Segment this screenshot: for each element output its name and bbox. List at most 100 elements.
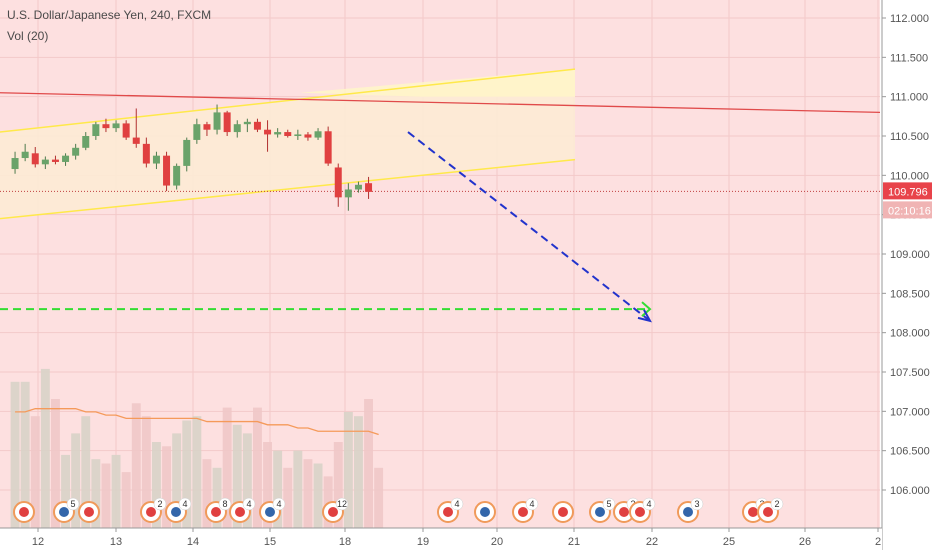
event-flag-icon	[443, 507, 453, 517]
volume-bar	[263, 442, 272, 528]
volume-bar	[111, 454, 121, 528]
x-tick-label: 19	[417, 536, 429, 548]
candle-body	[203, 124, 211, 130]
event-flag-icon	[683, 507, 693, 517]
y-tick-label: 108.000	[890, 328, 930, 340]
event-count-badge	[602, 497, 616, 511]
event-marker	[552, 501, 574, 523]
volume-ma-line	[15, 408, 379, 436]
event-flag-icon	[595, 507, 605, 517]
volume-bar	[101, 463, 111, 528]
candle-body	[142, 143, 150, 164]
y-tick-label: 111.500	[890, 52, 928, 64]
x-tick-label: 15	[264, 536, 276, 548]
candle-body	[354, 184, 362, 190]
volume-bar	[313, 463, 323, 528]
x-tick-label: 22	[646, 536, 658, 548]
price-axis-bg	[882, 0, 932, 550]
event-flag-icon	[146, 507, 156, 517]
x-tick-label: 18	[339, 536, 351, 548]
event-flag-icon	[619, 507, 629, 517]
candle-body	[193, 124, 201, 140]
event-flag-icon	[558, 507, 568, 517]
event-count: 4	[246, 499, 251, 509]
event-count: 8	[222, 499, 227, 509]
x-tick-label: 12	[32, 536, 44, 548]
event-count-badge	[690, 497, 704, 511]
event-marker: 12	[322, 497, 349, 523]
channel-upper-line	[0, 68, 576, 133]
y-tick-label: 112.000	[890, 13, 929, 25]
volume-bar	[232, 424, 242, 528]
events-layer: 5248441244524322	[13, 497, 784, 523]
y-tick-label: 110.000	[890, 170, 929, 182]
event-count-badge	[218, 497, 232, 511]
event-marker: 4	[165, 497, 192, 523]
event-count: 4	[276, 499, 281, 509]
current-price-label-bg	[883, 182, 932, 200]
event-flag-icon	[748, 507, 758, 517]
candle-body	[253, 121, 261, 130]
candle-body	[365, 183, 373, 192]
annotations-layer	[0, 68, 881, 323]
volume-bar	[273, 450, 283, 528]
volume-bar	[10, 381, 20, 528]
chart-title: U.S. Dollar/Japanese Yen, 240, FXCM	[7, 8, 212, 22]
volume-bar	[303, 459, 313, 528]
event-flag-icon	[235, 507, 245, 517]
event-marker: 4	[229, 497, 256, 523]
y-tick-label: 106.500	[890, 446, 930, 458]
volume-bar	[212, 467, 222, 528]
candle-body	[213, 112, 221, 130]
event-count: 2	[157, 499, 162, 509]
event-count: 4	[182, 499, 187, 509]
event-count-badge	[66, 497, 80, 511]
candle-body	[284, 132, 292, 136]
candle-body	[223, 112, 231, 133]
candle-body	[294, 134, 302, 136]
candle-body	[82, 136, 90, 148]
time-axis-bg	[0, 528, 882, 550]
candle-body	[233, 124, 241, 133]
candle-body	[72, 147, 80, 156]
candle-body	[122, 123, 130, 138]
candle-body	[102, 124, 110, 129]
event-count-badge	[272, 497, 286, 511]
candle-body	[112, 123, 120, 129]
event-count: 2	[774, 499, 779, 509]
event-flag-icon	[328, 507, 338, 517]
volume-bar	[131, 403, 141, 528]
event-count-badge	[335, 497, 349, 511]
candle-body	[324, 131, 332, 164]
candle-body	[92, 124, 100, 136]
candle-body	[62, 155, 70, 162]
volume-bar	[354, 416, 363, 528]
event-flag-icon	[518, 507, 528, 517]
countdown-label-bg	[883, 201, 932, 219]
candle-body	[41, 159, 49, 165]
volume-bar	[192, 416, 202, 528]
target-arrowhead	[641, 301, 652, 317]
volume-bar	[51, 399, 60, 528]
resistance-line	[0, 92, 881, 114]
volume-bar	[343, 411, 353, 528]
candle-body	[334, 167, 342, 198]
event-count-badge	[153, 497, 167, 511]
current-price-label: 109.796	[888, 186, 928, 198]
event-count: 3	[694, 499, 699, 509]
candle-body	[163, 155, 171, 186]
candle-body	[344, 189, 352, 198]
candle-body	[264, 129, 272, 135]
volume-bar	[333, 442, 343, 528]
volume-bar	[364, 399, 373, 528]
x-tick-label: 21	[568, 536, 580, 548]
candle-body	[314, 131, 322, 138]
event-count: 5	[606, 499, 611, 509]
event-count-badge	[770, 497, 784, 511]
event-flag-icon	[635, 507, 645, 517]
event-count: 4	[529, 499, 534, 509]
y-tick-label: 109.000	[890, 249, 930, 261]
candle-body	[274, 132, 282, 135]
